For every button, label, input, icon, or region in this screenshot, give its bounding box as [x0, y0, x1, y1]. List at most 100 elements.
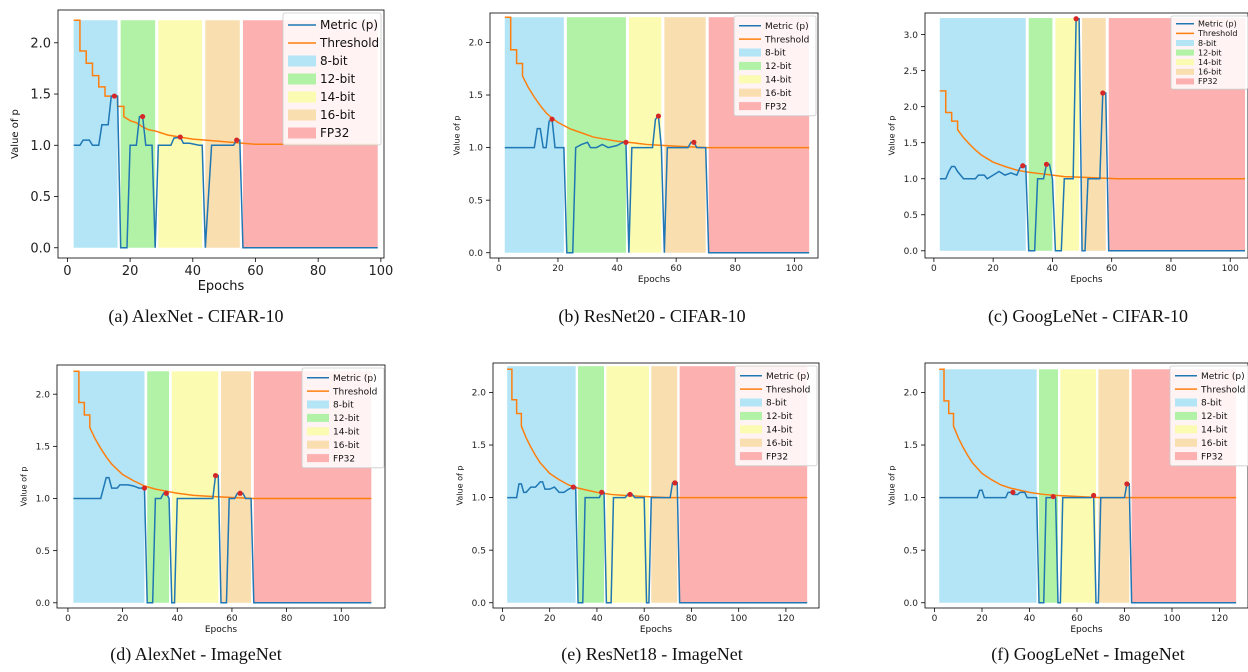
series-metric: [939, 18, 1246, 252]
legend-band-swatch: [307, 413, 329, 422]
axes-frame: [489, 12, 819, 259]
legend-entry: Threshold: [319, 36, 379, 50]
peak-marker: [655, 113, 662, 119]
peak-marker: [623, 139, 629, 145]
peak-marker: [672, 480, 678, 486]
legend-entry: 12-bit: [320, 72, 356, 86]
y-tick-label: 1.0: [472, 494, 487, 504]
x-tick-label: 40: [1047, 264, 1059, 274]
x-tick-label: 20: [552, 264, 564, 274]
legend-entry: 16-bit: [766, 439, 793, 449]
band-8-bit: [507, 366, 576, 603]
x-tick-label: 20: [122, 264, 139, 279]
series-metric: [507, 481, 808, 604]
band-16-bit: [1098, 369, 1130, 603]
band-8-bit: [73, 371, 145, 603]
band-16-bit: [664, 17, 706, 253]
legend-band-swatch: [739, 102, 761, 111]
x-tick-label: 0: [932, 614, 938, 624]
y-tick-label: 2.0: [472, 389, 487, 399]
series-threshold: [939, 368, 1237, 499]
series-threshold: [73, 19, 378, 145]
legend-entry: 8-bit: [333, 401, 354, 411]
peak-marker: [177, 134, 183, 140]
legend-entry: FP32: [1201, 452, 1223, 462]
x-tick-label: 100: [786, 264, 803, 274]
y-tick-label: 1.0: [469, 144, 484, 154]
peak-marker: [140, 113, 146, 120]
x-tick-label: 120: [1211, 614, 1228, 624]
subplot-f: 0 20 40 60 80 100 120 0.0 0.5 1.0 1.5 2.0 Epochs Valu…: [887, 362, 1248, 665]
legend-band-swatch: [740, 425, 762, 434]
y-tick-label: 2.0: [904, 103, 919, 113]
legend-entry: 8-bit: [1201, 399, 1222, 409]
peak-marker: [1010, 489, 1016, 495]
x-tick-label: 80: [730, 264, 742, 274]
legend-band-swatch: [1176, 40, 1194, 46]
x-tick-label: 100: [368, 264, 393, 279]
axes-frame: [924, 362, 1248, 609]
y-tick-label: 1.5: [904, 139, 918, 149]
x-axis-label: Epochs: [1070, 275, 1103, 285]
y-tick-label: 2.0: [904, 389, 919, 399]
legend-band-swatch: [739, 75, 761, 84]
legend-entry: 14-bit: [1201, 425, 1228, 435]
legend-band-swatch: [1176, 78, 1194, 85]
legend-entry: 8-bit: [320, 54, 348, 68]
legend-entry: 12-bit: [333, 414, 360, 424]
peak-marker: [1124, 481, 1130, 487]
legend-band-swatch: [1175, 452, 1197, 461]
y-tick-label: 2.0: [469, 39, 484, 49]
series-threshold: [507, 368, 808, 499]
series-metric: [73, 474, 372, 604]
y-tick-label: 0.5: [904, 546, 918, 556]
x-tick-label: 60: [1106, 264, 1118, 274]
band-16-bit: [221, 371, 252, 603]
subplot-d: 0 20 40 60 80 100 0.0 0.5 1.0 1.5 2.0 Epochs Value o…: [19, 364, 386, 665]
y-tick-label: 0.0: [36, 599, 51, 609]
band-8-bit: [504, 17, 564, 253]
x-tick-label: 80: [281, 614, 293, 624]
legend-band-swatch: [739, 61, 761, 70]
x-tick-label: 80: [1119, 614, 1131, 624]
y-tick-label: 2.0: [36, 390, 51, 400]
legend-entry: Metric (p): [320, 18, 378, 32]
legend-entry: Metric (p): [1198, 20, 1237, 29]
x-tick-label: 0: [500, 614, 506, 624]
legend-band-swatch: [288, 73, 316, 85]
subplot-b: 0 20 40 60 80 100 0.0 0.5 1.0 1.5 2.0 Epochs Value o…: [452, 12, 819, 327]
legend-entry: 8-bit: [766, 399, 787, 409]
plot-area: [504, 16, 810, 254]
x-tick-label: 100: [730, 614, 747, 624]
legend-entry: Metric (p): [333, 374, 377, 384]
legend-entry: 12-bit: [765, 62, 792, 72]
x-tick-label: 100: [1163, 614, 1180, 624]
legend-entry: Threshold: [332, 387, 377, 397]
legend-band-swatch: [1176, 68, 1194, 75]
legend-entry: Threshold: [1200, 385, 1245, 395]
band-12-bit: [1028, 18, 1053, 251]
y-axis-label: Value of p: [887, 116, 896, 156]
y-tick-label: 1.0: [36, 495, 51, 505]
x-tick-label: 60: [670, 264, 682, 274]
legend-entry: FP32: [320, 126, 349, 140]
y-tick-label: 1.5: [36, 442, 50, 452]
band-8-bit: [939, 369, 1037, 603]
legend-entry: 8-bit: [765, 49, 786, 59]
y-tick-label: 0.0: [904, 599, 919, 609]
legend-entry: FP32: [766, 452, 788, 462]
band-16-bit: [205, 20, 240, 248]
caption: (a) AlexNet - CIFAR-10: [108, 306, 283, 327]
legend-entry: FP32: [765, 102, 787, 112]
band-12-bit: [566, 17, 626, 253]
x-tick-label: 0: [65, 614, 71, 624]
peak-marker: [549, 116, 555, 122]
band-14-bit: [1060, 369, 1096, 603]
peak-marker: [212, 472, 219, 479]
legend-entry: Threshold: [765, 385, 810, 395]
y-tick-label: 0.0: [904, 247, 919, 257]
axes-frame: [57, 9, 385, 259]
series-metric: [73, 95, 378, 249]
peak-marker: [1050, 493, 1056, 500]
legend-band-swatch: [739, 88, 761, 97]
